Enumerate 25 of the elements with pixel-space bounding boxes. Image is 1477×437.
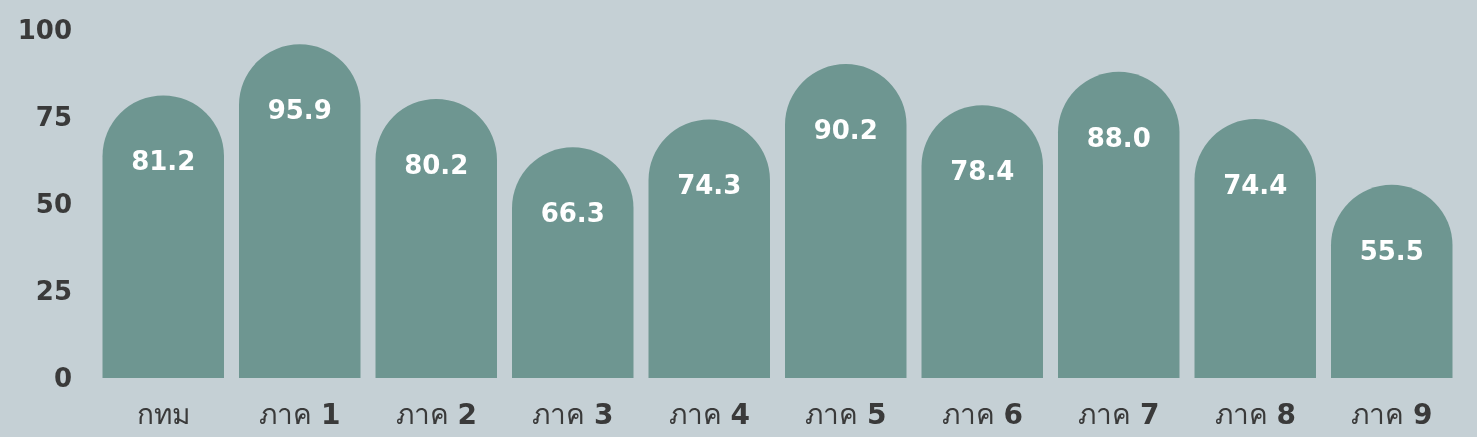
y-tick-label: 25 [35,276,72,306]
data-label: 78.4 [950,156,1015,187]
x-tick-label: ภาค 2 [395,397,477,431]
y-tick-label: 75 [35,102,72,132]
x-tick-label: ภาค 9 [1351,397,1433,431]
x-tick-label: ภาค 3 [532,397,614,431]
x-tick-label: ภาค 6 [941,397,1023,431]
x-tick-label: กทม [136,397,190,431]
data-label: 81.2 [131,146,196,177]
x-tick-label: ภาค 4 [668,397,750,431]
y-tick-label: 50 [35,189,72,219]
data-label: 90.2 [813,115,878,146]
x-tick-label: ภาค 5 [805,397,887,431]
data-label: 74.3 [677,170,742,201]
data-label: 55.5 [1359,235,1424,266]
data-label: 88.0 [1086,122,1151,153]
x-tick-label: ภาค 1 [259,397,341,431]
data-label: 66.3 [540,198,605,229]
data-label: 74.4 [1223,170,1288,201]
y-tick-label: 0 [53,363,72,393]
data-label: 80.2 [404,149,469,180]
y-tick-label: 100 [17,15,72,45]
x-tick-label: ภาค 8 [1214,397,1296,431]
data-label: 95.9 [267,95,332,126]
x-tick-label: ภาค 7 [1078,397,1160,431]
